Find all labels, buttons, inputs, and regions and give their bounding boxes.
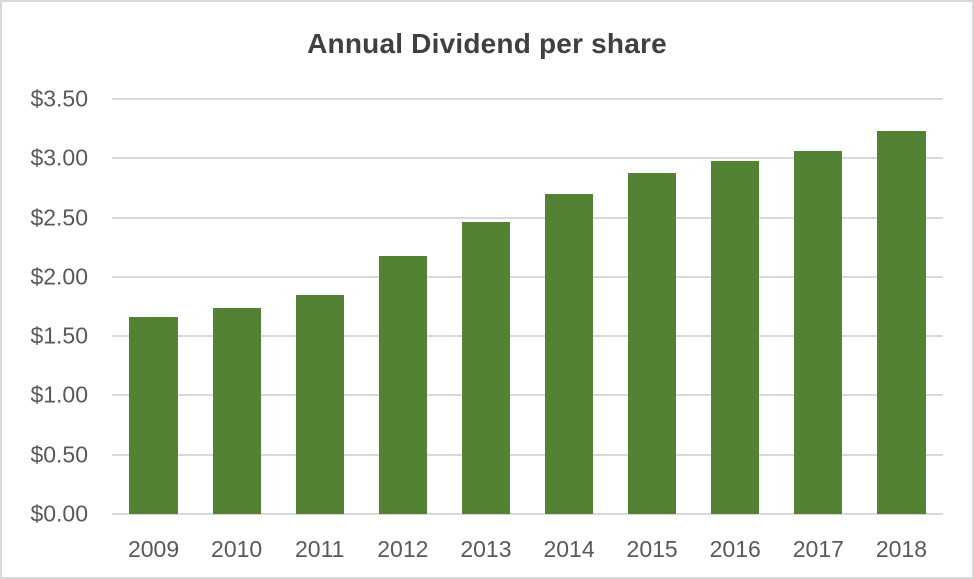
chart-title: Annual Dividend per share bbox=[307, 28, 667, 59]
bar-2011 bbox=[295, 294, 344, 514]
x-tick-label-2017: 2017 bbox=[792, 536, 844, 562]
y-tick-label: $3.50 bbox=[30, 85, 88, 112]
y-tick-label: $0.50 bbox=[30, 441, 88, 468]
x-tick-label-2012: 2012 bbox=[377, 536, 429, 562]
x-tick-label-2015: 2015 bbox=[626, 536, 678, 562]
bar-2016 bbox=[711, 160, 760, 514]
gridline-1.00 bbox=[112, 394, 943, 397]
bar-2018 bbox=[877, 131, 926, 514]
x-axis-line bbox=[112, 513, 943, 515]
bar-2014 bbox=[544, 193, 594, 514]
x-tick-label-2014: 2014 bbox=[543, 536, 595, 562]
gridline-0.50 bbox=[112, 453, 943, 456]
plot-area bbox=[112, 98, 943, 515]
y-tick-label: $2.50 bbox=[30, 204, 88, 231]
bar-2015 bbox=[628, 172, 677, 514]
bar-2010 bbox=[212, 307, 261, 514]
gridline-3.50 bbox=[112, 98, 943, 100]
y-tick-label: $2.00 bbox=[30, 263, 88, 290]
gridline-2.50 bbox=[112, 216, 943, 219]
bar-2009 bbox=[129, 317, 178, 514]
bar-2013 bbox=[461, 222, 511, 514]
x-tick-label-2018: 2018 bbox=[875, 536, 928, 562]
x-tick-label-2016: 2016 bbox=[709, 536, 761, 562]
y-tick-label: $3.00 bbox=[30, 144, 88, 171]
x-tick-label-2010: 2010 bbox=[211, 536, 263, 562]
y-tick-label: $1.00 bbox=[30, 381, 88, 408]
bar-2017 bbox=[794, 151, 843, 514]
gridline-1.50 bbox=[112, 335, 943, 338]
x-axis-tick-labels: 2009 2010 2011 2012 2013 2014 2015 2016 2017 2018 bbox=[112, 535, 943, 565]
gridline-2.00 bbox=[112, 275, 943, 278]
bar-2012 bbox=[378, 255, 427, 514]
gridline-3.00 bbox=[112, 157, 943, 160]
x-tick-label-2009: 2009 bbox=[127, 536, 180, 562]
y-axis-tick-labels: $0.00 $0.50 $1.00 $1.50 $2.00 $2.50 $3.00 $3.50 bbox=[2, 87, 88, 525]
x-tick-label-2013: 2013 bbox=[460, 536, 512, 562]
y-tick-label: $0.00 bbox=[30, 500, 88, 527]
x-tick-label-2011: 2011 bbox=[295, 536, 345, 562]
y-tick-label: $1.50 bbox=[30, 322, 88, 349]
